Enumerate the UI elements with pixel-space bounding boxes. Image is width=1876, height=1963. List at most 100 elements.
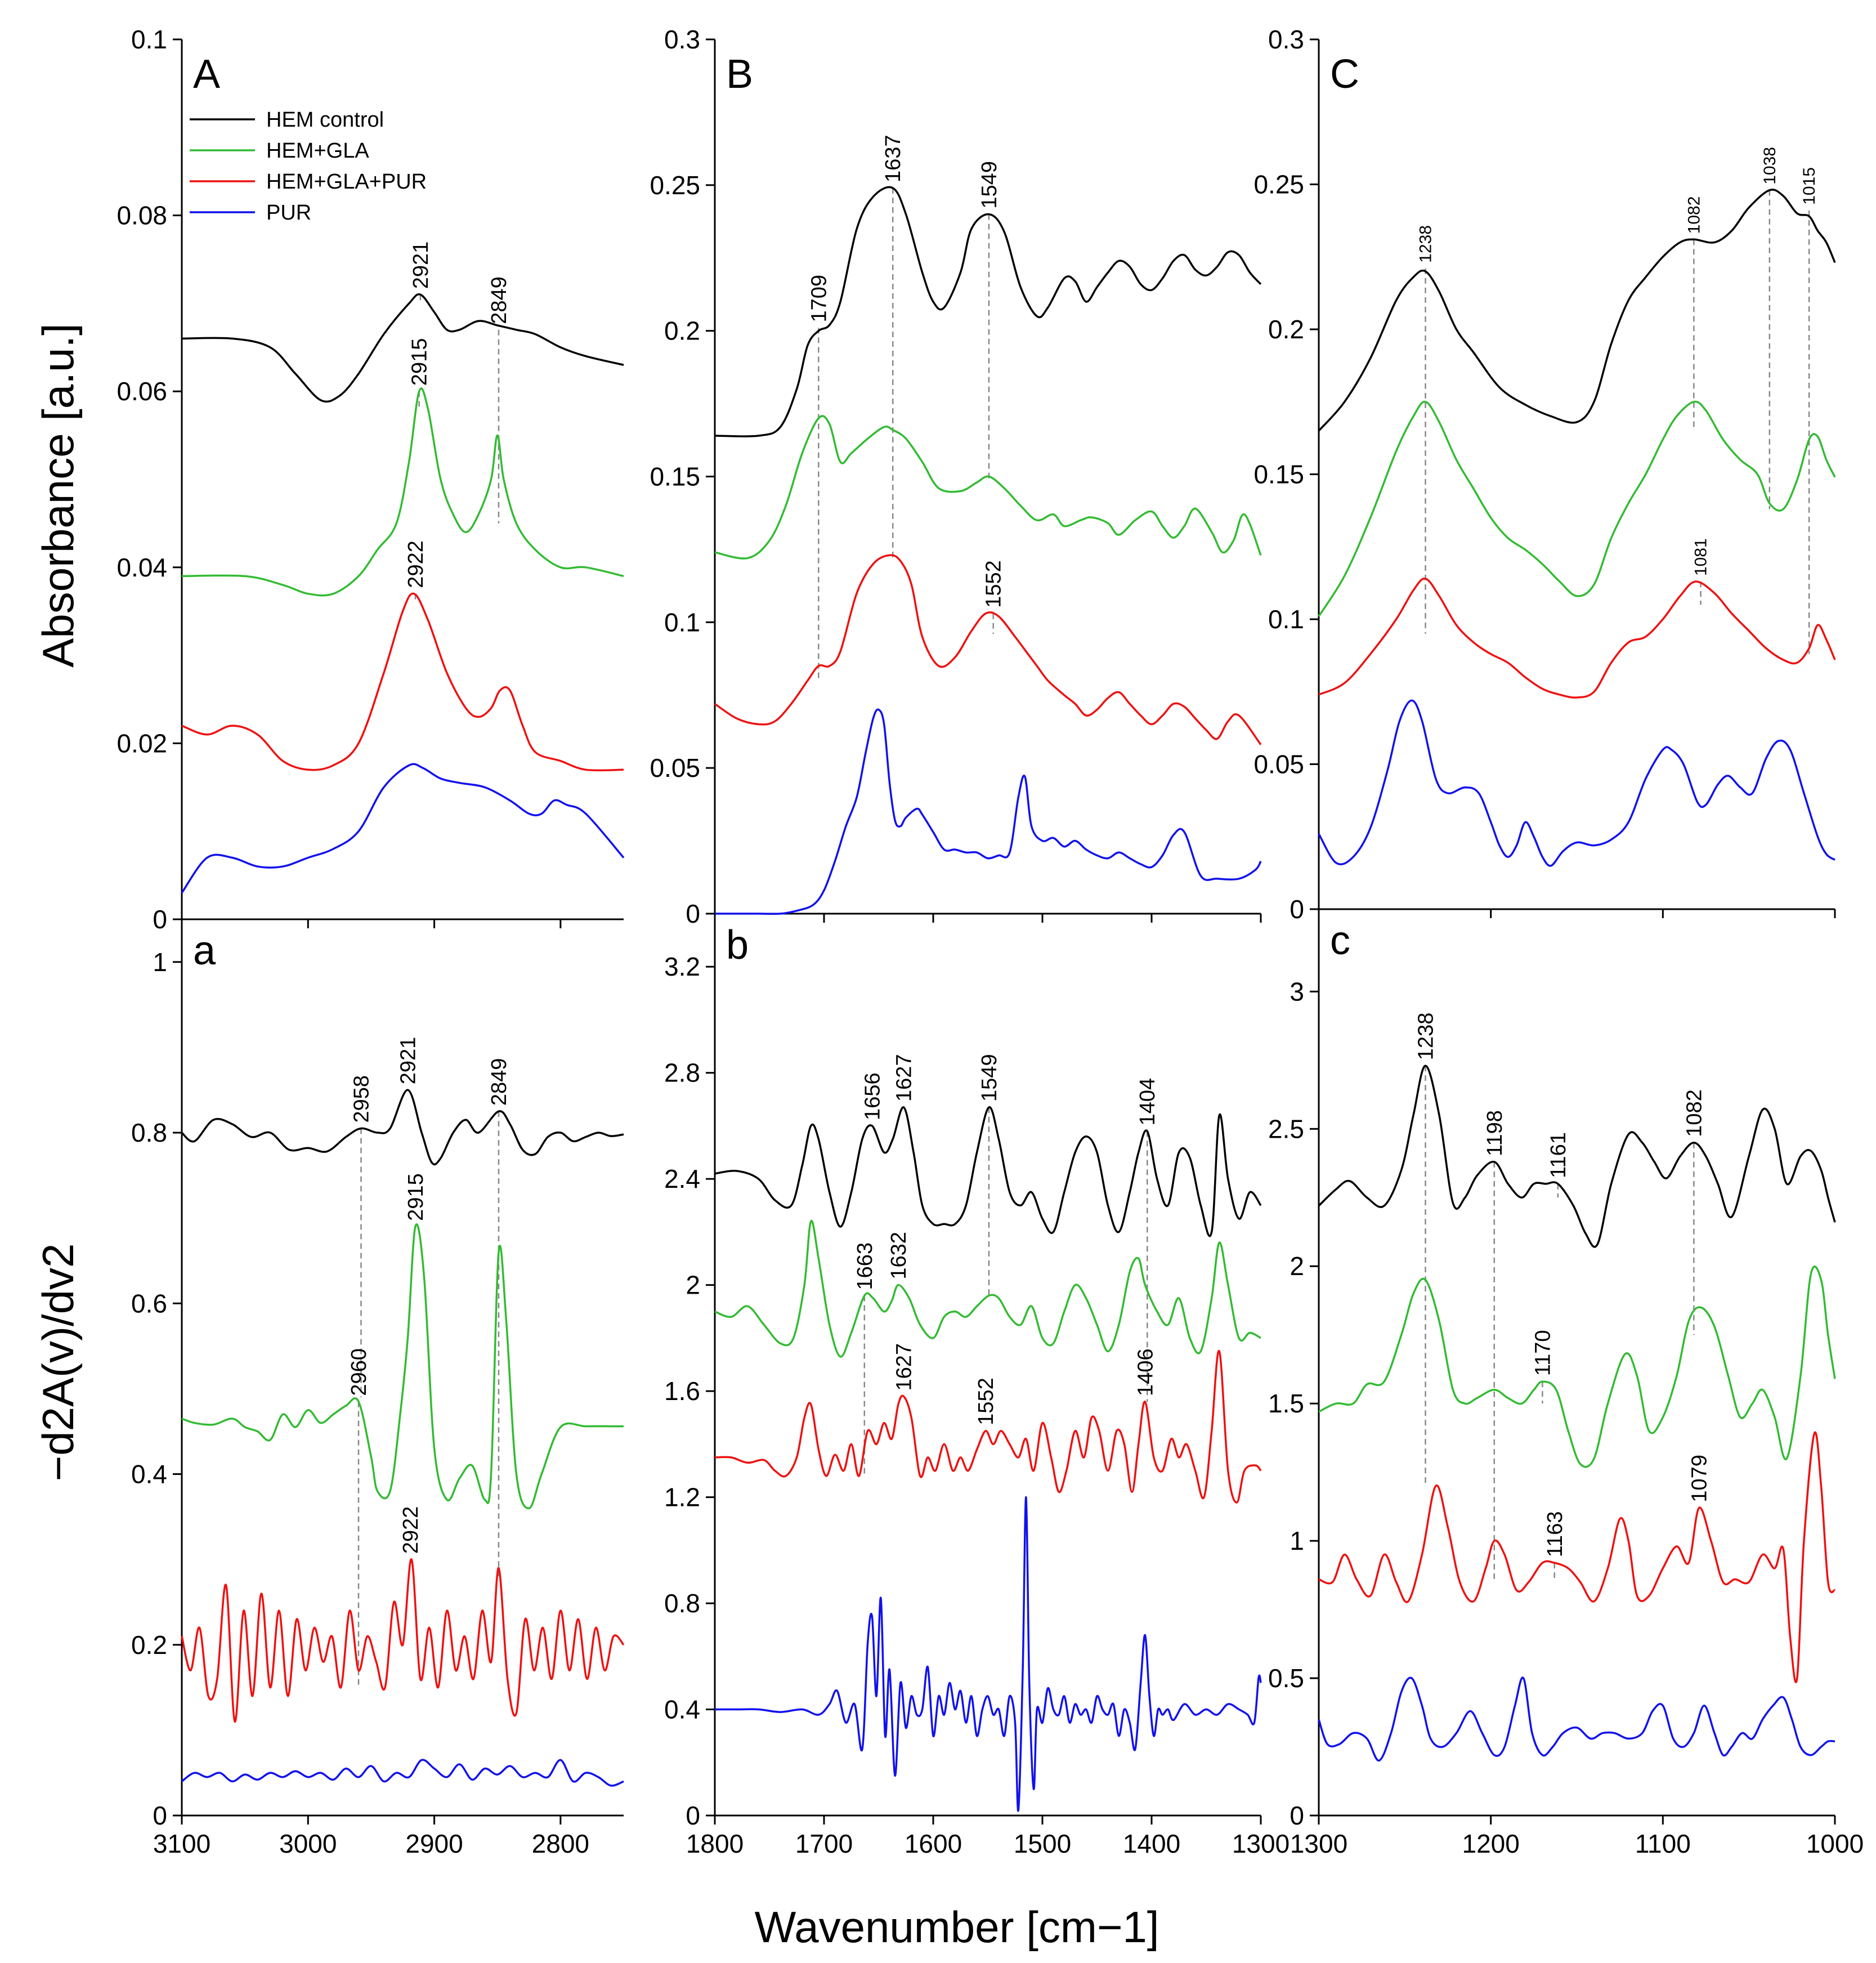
peak-label: 1082 — [1682, 1089, 1706, 1137]
legend-label: HEM control — [266, 108, 384, 132]
panel-letter-a: a — [193, 928, 216, 973]
panel-c: 0 0.5 1 1.5 2 2.5 3 1300 1200 1100 1000 c 1238 1198 11… — [1268, 909, 1864, 1858]
peak-label: 1015 — [1800, 167, 1819, 205]
panel-a: 0 0.2 0.4 0.6 0.8 1 3100 3000 2900 2800 a 2958 2921 2… — [131, 919, 625, 1858]
peak-label: 1627 — [893, 1343, 916, 1391]
panel-letter-A: A — [193, 52, 220, 97]
series-line-hem-control — [1318, 1065, 1836, 1248]
y-tick-label: 0 — [686, 899, 700, 928]
peak-label: 1079 — [1688, 1455, 1712, 1503]
series-line-hem-control — [181, 1089, 624, 1166]
x-tick-label: 1800 — [686, 1829, 744, 1858]
series-line-hem-gla-pur — [1318, 578, 1836, 699]
series-line-hem-gla — [714, 1219, 1261, 1358]
y-tick-label: 0.6 — [131, 1289, 167, 1318]
peak-label: 2849 — [487, 276, 511, 324]
y-axis-title-second-derivative: −d2A(v)/dv2 — [33, 1244, 83, 1482]
y-tick-label: 0.4 — [131, 1460, 167, 1489]
panel-B: 0 0.05 0.1 0.15 0.2 0.25 0.3 B 1709 1637 1549 1552 — [650, 25, 1262, 928]
y-tick-label: 0.2 — [664, 316, 700, 346]
peak-label: 1663 — [853, 1242, 877, 1290]
y-tick-label: 0.3 — [1268, 25, 1304, 54]
peak-label: 2922 — [399, 1506, 423, 1554]
y-tick-label: 2.5 — [1268, 1114, 1304, 1143]
y-tick-label: 1.6 — [664, 1376, 700, 1406]
series-line-hem-gla — [181, 387, 624, 597]
series-line-hem-control — [1318, 189, 1836, 432]
y-tick-label: 1.5 — [1268, 1389, 1304, 1418]
panel-letter-c: c — [1330, 918, 1350, 963]
y-tick-label: 0.1 — [1268, 605, 1304, 634]
y-tick-label: 0.1 — [664, 607, 700, 637]
peak-label: 1632 — [887, 1232, 911, 1280]
panel-C: 0 0.05 0.1 0.15 0.2 0.25 0.3 C 1238 1082 1038 1015 1… — [1253, 25, 1836, 924]
y-tick-label: 2 — [1290, 1251, 1304, 1281]
panels-layer: 0 0.02 0.04 0.06 0.08 0.1 A 2921 2849 2915 2922 HEM… — [117, 25, 1864, 1858]
y-tick-label: 0 — [153, 1801, 167, 1830]
peak-label: 1549 — [978, 1054, 1001, 1102]
x-tick-label: 2800 — [532, 1829, 589, 1858]
y-tick-label: 2 — [686, 1271, 700, 1300]
y-tick-label: 0.02 — [117, 728, 167, 758]
y-tick-label: 1 — [1290, 1526, 1304, 1555]
peak-label: 1404 — [1136, 1078, 1159, 1126]
y-tick-label: 0.15 — [650, 462, 700, 491]
x-tick-label: 1400 — [1123, 1829, 1180, 1858]
peak-label: 1552 — [974, 1378, 998, 1425]
x-tick-label: 1200 — [1462, 1829, 1519, 1858]
y-tick-label: 0.05 — [1253, 750, 1304, 779]
peak-label: 2922 — [404, 540, 428, 588]
y-tick-label: 0.3 — [664, 25, 700, 54]
x-tick-label: 1500 — [1014, 1829, 1071, 1858]
legend-label: HEM+GLA — [266, 139, 369, 163]
peak-label: 1038 — [1761, 147, 1779, 185]
peak-label: 2915 — [408, 338, 432, 386]
panel-A: 0 0.02 0.04 0.06 0.08 0.1 A 2921 2849 2915 2922 HEM… — [117, 25, 625, 934]
peak-label: 2958 — [350, 1075, 373, 1123]
peak-label: 2915 — [404, 1173, 428, 1221]
series-line-hem-gla — [714, 415, 1262, 560]
y-tick-label: 3 — [1290, 977, 1304, 1006]
peak-label: 1549 — [978, 161, 1001, 209]
y-tick-label: 2.8 — [664, 1058, 700, 1088]
y-tick-label: 0.2 — [131, 1630, 167, 1660]
series-line-pur — [714, 1496, 1262, 1812]
y-tick-label: 0 — [153, 905, 167, 934]
peak-label: 2921 — [396, 1037, 420, 1085]
y-tick-label: 0.2 — [1268, 315, 1304, 344]
y-tick-label: 0.25 — [1253, 170, 1304, 199]
peak-label: 1238 — [1414, 1013, 1438, 1061]
series-line-hem-control — [714, 186, 1262, 437]
series-line-hem-gla-pur — [714, 554, 1262, 745]
peak-label: 2921 — [409, 242, 433, 289]
series-line-pur — [181, 1759, 624, 1787]
y-tick-label: 0.5 — [1268, 1664, 1304, 1693]
x-tick-label: 1300 — [1290, 1829, 1347, 1858]
peak-label: 1656 — [861, 1072, 884, 1120]
y-tick-label: 0 — [1290, 895, 1304, 924]
series-line-pur — [1318, 1676, 1835, 1762]
x-tick-label: 1300 — [1232, 1829, 1290, 1858]
y-tick-label: 0.08 — [117, 201, 167, 230]
series-line-hem-gla-pur — [1318, 1431, 1836, 1683]
y-tick-label: 0 — [686, 1801, 700, 1830]
peak-label: 1082 — [1685, 196, 1703, 234]
y-tick-label: 2.4 — [664, 1164, 700, 1193]
panel-letter-b: b — [726, 923, 749, 968]
y-tick-label: 0.8 — [664, 1589, 700, 1618]
series-line-pur — [1318, 699, 1836, 867]
peak-label: 1637 — [881, 135, 905, 182]
peak-label: 1406 — [1134, 1348, 1157, 1396]
peak-label: 1170 — [1531, 1330, 1555, 1376]
series-line-hem-control — [714, 1106, 1262, 1237]
x-tick-label: 1700 — [795, 1829, 853, 1858]
peak-label: 2849 — [487, 1058, 511, 1106]
series-line-hem-control — [181, 293, 624, 403]
x-axis-title-wavenumber: Wavenumber [cm−1] — [755, 1902, 1159, 1952]
x-tick-label: 1100 — [1635, 1829, 1691, 1858]
y-tick-label: 0.1 — [131, 25, 167, 54]
x-tick-label: 1000 — [1806, 1829, 1864, 1858]
series-line-hem-gla-pur — [181, 1558, 625, 1723]
y-tick-label: 0.15 — [1253, 460, 1304, 489]
